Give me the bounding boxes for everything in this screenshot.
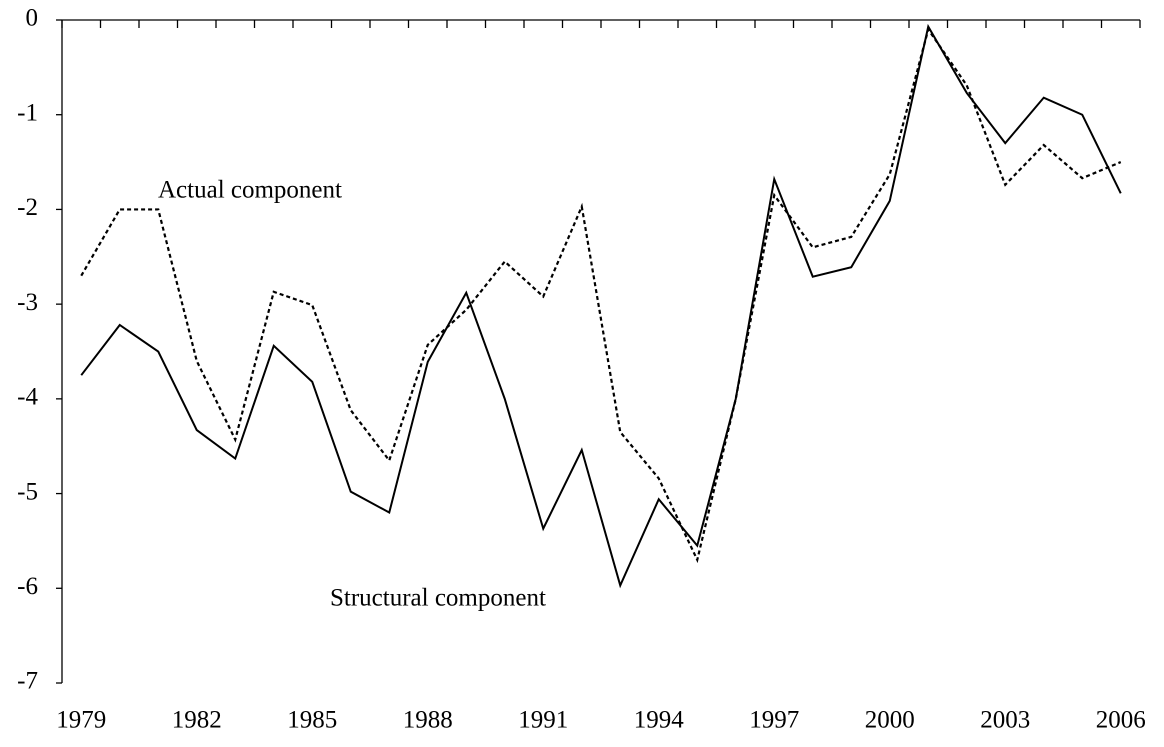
x-tick-label: 1982 <box>172 707 222 734</box>
x-tick-label: 1979 <box>56 707 106 734</box>
y-tick-label: -7 <box>17 668 38 695</box>
y-tick-label: 0 <box>26 5 39 32</box>
x-tick-label: 1985 <box>287 707 337 734</box>
series-line <box>80 23 1122 589</box>
y-tick-label: -1 <box>17 99 38 126</box>
y-tick-label: -3 <box>17 289 38 316</box>
y-tick-label: -2 <box>17 194 38 221</box>
x-tick-label: 1988 <box>403 707 453 734</box>
y-tick-label: -6 <box>17 573 38 600</box>
y-tick-label: -5 <box>17 478 38 505</box>
x-tick-label: 1991 <box>518 707 568 734</box>
series-label: Actual component <box>158 177 342 204</box>
series-line <box>80 26 1122 564</box>
x-tick-label: 1997 <box>749 707 799 734</box>
series-label: Structural component <box>330 585 546 612</box>
x-tick-label: 1994 <box>634 707 685 734</box>
y-tick-label: -4 <box>17 384 38 411</box>
x-tick-label: 2000 <box>865 707 915 734</box>
x-tick-label: 2006 <box>1096 707 1146 734</box>
x-tick-label: 2003 <box>980 707 1030 734</box>
